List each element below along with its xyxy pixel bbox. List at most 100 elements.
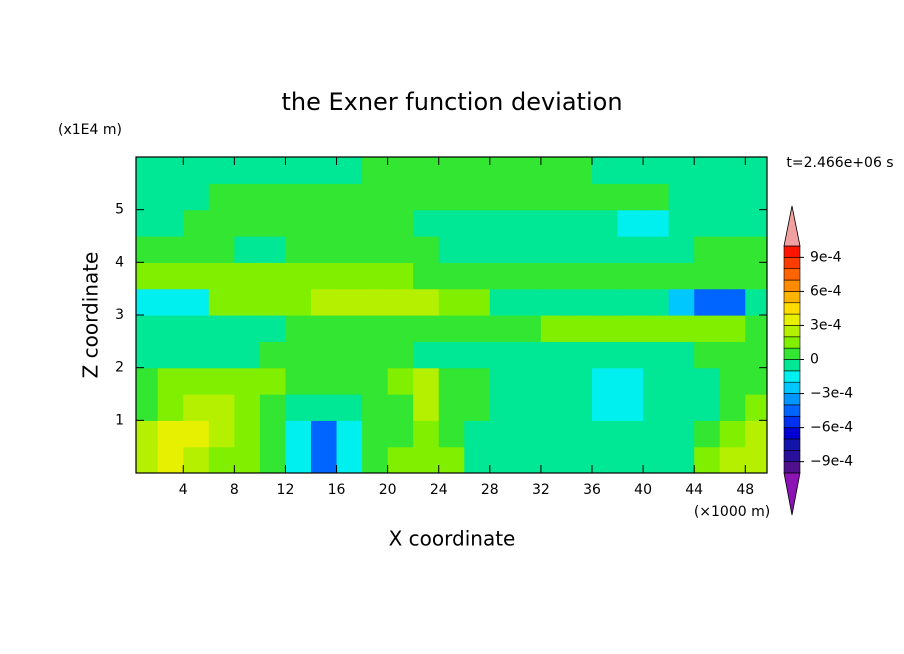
contour-cell — [566, 236, 593, 263]
contour-cell — [183, 288, 210, 316]
contour-cell — [336, 315, 363, 342]
contour-cell — [336, 157, 363, 184]
contour-cell — [438, 262, 465, 290]
contour-cell — [515, 236, 542, 263]
contour-cell — [694, 236, 721, 263]
colorbar-tick-label: −3e-4 — [810, 386, 853, 402]
contour-cell — [157, 288, 184, 316]
contour-cell — [310, 341, 338, 369]
contour-cell — [719, 157, 746, 184]
y-tick-label: 1 — [115, 412, 124, 428]
contour-cell — [489, 262, 516, 290]
contour-cell — [336, 209, 363, 237]
contour-cell — [387, 420, 414, 448]
colorbar-band — [783, 359, 801, 372]
contour-cell — [438, 446, 465, 473]
x-tick-label: 36 — [583, 482, 601, 498]
contour-cell — [413, 183, 440, 211]
contour-cell — [694, 262, 721, 290]
contour-cell — [694, 420, 721, 448]
contour-cell — [208, 262, 235, 290]
contour-cell — [208, 236, 235, 263]
contour-cell — [362, 209, 389, 237]
contour-cell — [208, 315, 235, 342]
contour-cell — [719, 315, 746, 342]
contour-cell — [336, 446, 363, 473]
contour-cell — [464, 341, 491, 369]
contour-cell — [745, 394, 767, 421]
contour-cell — [438, 236, 465, 263]
contour-cell — [310, 209, 338, 237]
colorbar-band — [783, 393, 801, 406]
contour-cell — [592, 420, 619, 448]
contour-cell — [285, 236, 312, 263]
contour-cell — [617, 341, 644, 369]
contour-cell — [438, 420, 465, 448]
contour-cell — [694, 446, 721, 473]
contour-cell — [387, 209, 414, 237]
contour-cell — [259, 236, 287, 263]
contour-cell — [489, 341, 516, 369]
contour-cell — [157, 236, 184, 263]
colorbar-under — [783, 472, 801, 516]
contour-cell — [566, 420, 593, 448]
contour-cell — [310, 262, 338, 290]
contour-cell — [259, 157, 287, 184]
contour-cell — [310, 183, 338, 211]
contour-cell — [745, 341, 767, 369]
contour-cell — [387, 315, 414, 342]
contour-cell — [643, 315, 670, 342]
contour-cell — [234, 262, 261, 290]
contour-cell — [136, 157, 159, 184]
contour-cell — [387, 446, 414, 473]
contour-cell — [515, 315, 542, 342]
contour-cell — [515, 288, 542, 316]
contour-cell — [592, 236, 619, 263]
contour-cell — [694, 367, 721, 395]
contour-cell — [183, 394, 210, 421]
contour-cell — [719, 341, 746, 369]
contour-cell — [285, 367, 312, 395]
contour-cell — [694, 341, 721, 369]
contour-cell — [489, 209, 516, 237]
contour-cell — [362, 183, 389, 211]
contour-cell — [387, 341, 414, 369]
x-tick-label: 44 — [685, 482, 703, 498]
contour-cell — [413, 446, 440, 473]
contour-cell — [362, 315, 389, 342]
contour-cell — [413, 262, 440, 290]
contour-cell — [515, 446, 542, 473]
contour-cell — [438, 183, 465, 211]
contour-cell — [643, 446, 670, 473]
colorbar-tick-label: 9e-4 — [810, 249, 842, 265]
contour-cell — [285, 157, 312, 184]
contour-cell — [489, 420, 516, 448]
contour-cell — [136, 236, 159, 263]
x-axis-label: X coordinate — [389, 527, 516, 551]
contour-cell — [157, 209, 184, 237]
contour-cell — [464, 446, 491, 473]
contour-cell — [668, 288, 695, 316]
x-tick-label: 20 — [379, 482, 397, 498]
contour-cell — [489, 236, 516, 263]
colorbar-band — [783, 302, 801, 315]
contour-cell — [136, 446, 159, 473]
contour-cell — [157, 157, 184, 184]
contour-cell — [489, 315, 516, 342]
contour-cell — [259, 341, 287, 369]
contour-cell — [157, 341, 184, 369]
y-axis-label: Z coordinate — [79, 252, 103, 379]
contour-cell — [643, 341, 670, 369]
contour-cell — [234, 288, 261, 316]
contour-cell — [136, 341, 159, 369]
contour-cell — [617, 157, 644, 184]
contour-cell — [489, 288, 516, 316]
contour-cell — [234, 394, 261, 421]
contour-cell — [489, 157, 516, 184]
contour-cell — [668, 420, 695, 448]
contour-cell — [745, 209, 767, 237]
contour-cell — [694, 288, 721, 316]
contour-cell — [285, 315, 312, 342]
y-tick-label: 2 — [115, 360, 124, 376]
contour-cell — [259, 209, 287, 237]
